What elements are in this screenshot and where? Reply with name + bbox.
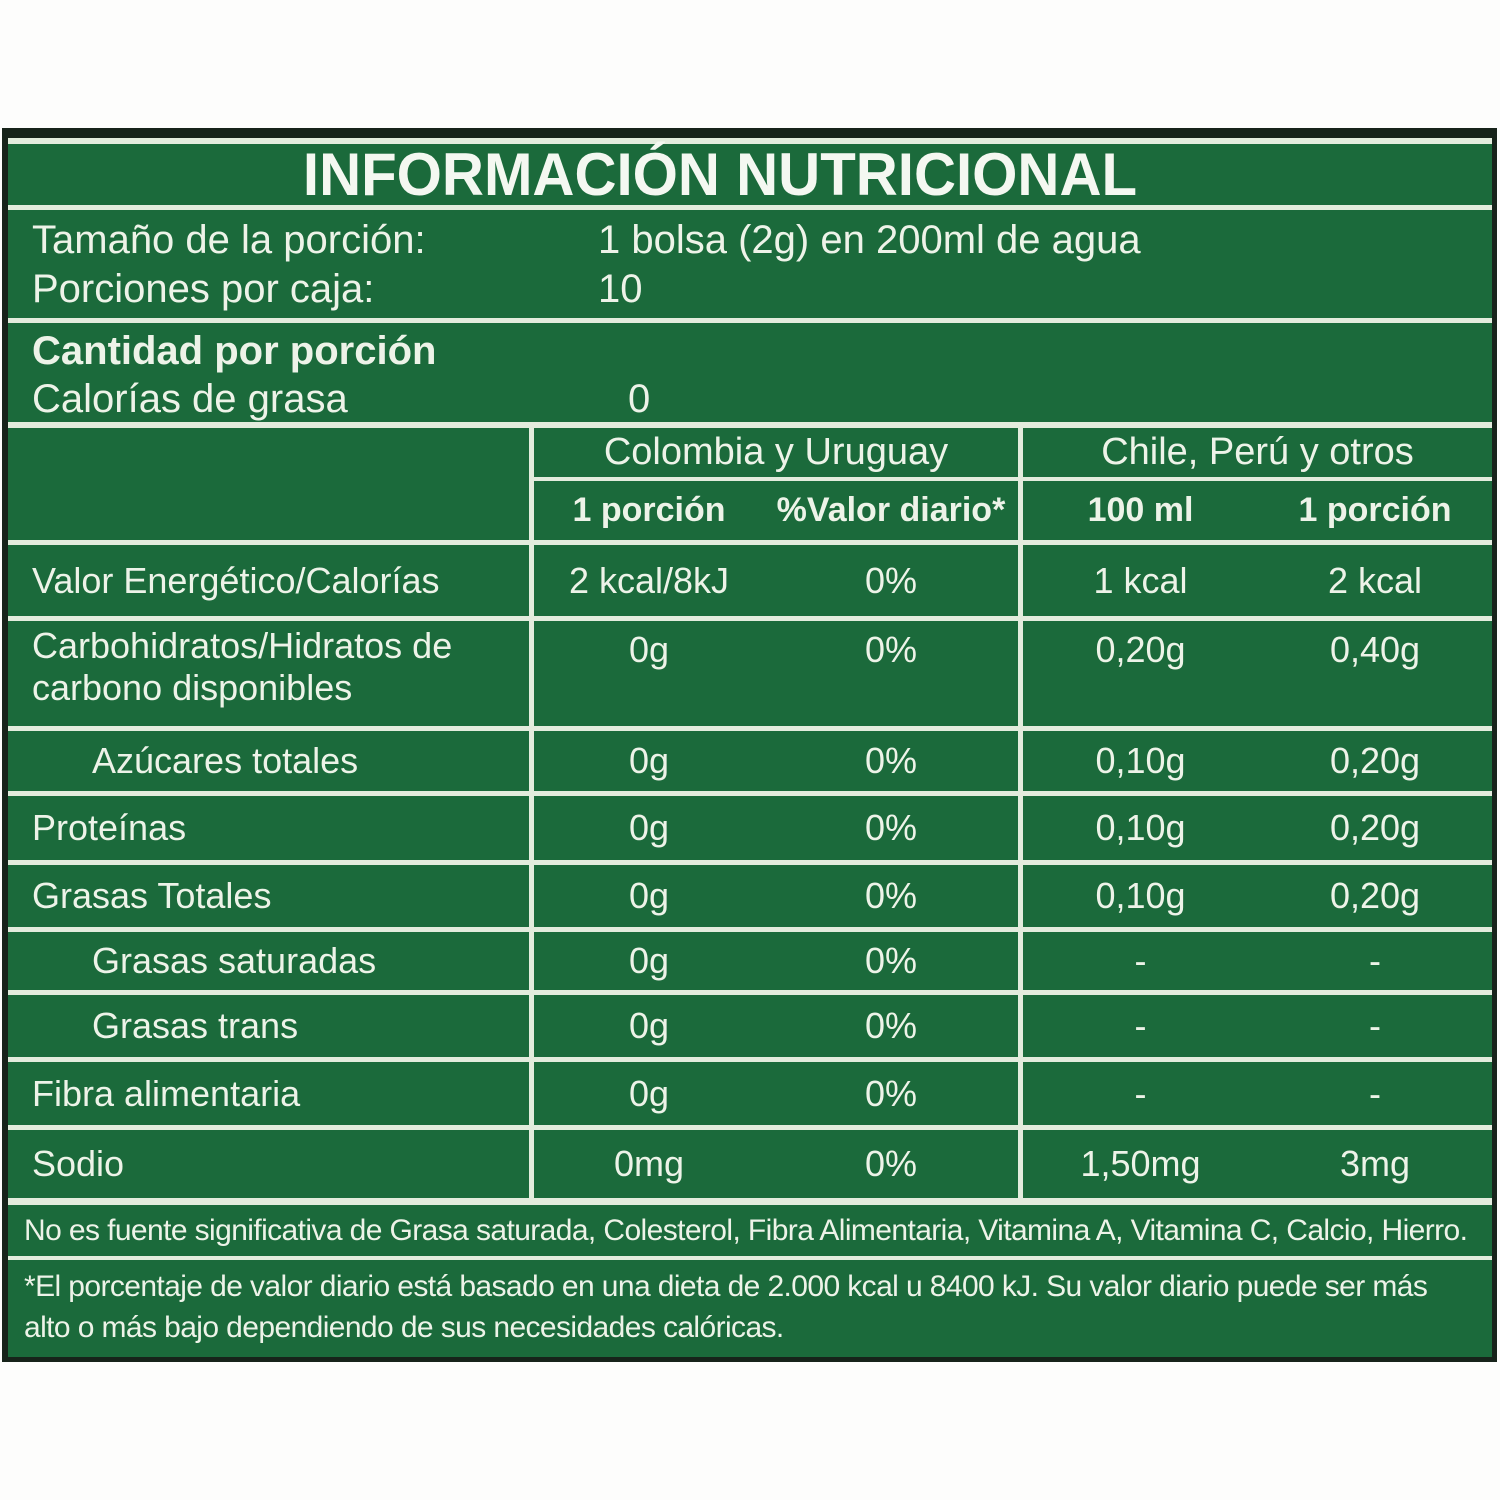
top-inner-rule	[8, 138, 1492, 144]
divider	[8, 318, 1492, 323]
divider	[8, 1125, 1492, 1130]
value-cell: 0g	[529, 621, 764, 726]
value-cell: -	[1369, 1005, 1381, 1046]
row-label: Azúcares totales	[92, 740, 359, 781]
divider	[8, 540, 1492, 545]
value-cell: 0g	[529, 995, 764, 1057]
value-cell: 2 kcal	[1327, 559, 1423, 601]
column-header-valor-diario: %Valor diario*	[776, 491, 1006, 529]
amount-per-serving-section: Cantidad por porción Calorías de grasa 0	[8, 323, 1492, 422]
row-label: Grasas saturadas	[92, 940, 377, 981]
divider	[8, 990, 1492, 995]
value-cell: -	[1369, 1072, 1381, 1114]
value-cell: 0%	[864, 629, 918, 670]
divider	[8, 1057, 1492, 1062]
value-cell: -	[1018, 1062, 1258, 1125]
amount-per-serving-heading: Cantidad por porción	[32, 328, 437, 373]
value-cell: 0%	[864, 1143, 918, 1184]
servings-per-box-value: 10	[598, 267, 643, 311]
region-header-row: Colombia y Uruguay Chile, Perú y otros	[8, 428, 1492, 481]
label-title: INFORMACIÓN NUTRICIONAL	[302, 141, 1138, 208]
value-cell: 0g	[529, 796, 764, 860]
table-row-total-sugars: Azúcares totales 0g 0% 0,10g 0,20g	[8, 731, 1492, 791]
divider	[8, 860, 1492, 865]
divider	[8, 422, 1492, 428]
value-cell: 1 kcal	[1018, 545, 1258, 616]
value-cell: 0%	[864, 940, 918, 981]
serving-size-label: Tamaño de la porción:	[32, 218, 426, 262]
table-row-saturated-fat: Grasas saturadas 0g 0% - -	[8, 932, 1492, 990]
region-header-spacer	[8, 428, 529, 481]
table-row-dietary-fiber: Fibra alimentaria 0g 0% - -	[8, 1062, 1492, 1125]
divider	[8, 927, 1492, 932]
column-header-100ml: 100 ml	[1018, 481, 1258, 540]
value-cell: 0,20g	[1329, 740, 1421, 781]
column-header-1-porcion-co: 1 porción	[529, 481, 764, 540]
divider	[8, 1256, 1492, 1260]
value-cell: 0%	[864, 1005, 918, 1046]
value-cell: 0%	[864, 1072, 918, 1114]
servings-per-box-row: Porciones por caja: 10	[32, 267, 1492, 316]
region-group-chile-peru: Chile, Perú y otros	[1018, 428, 1492, 481]
serving-size-value: 1 bolsa (2g) en 200ml de agua	[598, 218, 1141, 262]
servings-per-box-label: Porciones por caja:	[32, 267, 375, 311]
divider	[8, 616, 1492, 621]
divider	[8, 726, 1492, 731]
footnote-daily-value-basis: *El porcentaje de valor diario está basa…	[24, 1270, 1428, 1345]
column-header-row: 1 porción %Valor diario* 100 ml 1 porció…	[8, 481, 1492, 540]
value-cell: 0,10g	[1018, 865, 1258, 927]
value-cell: 0%	[864, 559, 918, 601]
table-row-energy: Valor Energético/Calorías 2 kcal/8kJ 0% …	[8, 545, 1492, 616]
value-cell: 2 kcal/8kJ	[529, 545, 764, 616]
row-label: Grasas trans	[92, 1005, 299, 1046]
value-cell: 0g	[529, 932, 764, 990]
value-cell: -	[1018, 932, 1258, 990]
column-header-1-porcion-ch: 1 porción	[1298, 491, 1452, 529]
value-cell: 0,20g	[1329, 807, 1421, 848]
table-row-carbohydrates: Carbohidratos/Hidratos de carbono dispon…	[8, 621, 1492, 726]
table-row-total-fat: Grasas Totales 0g 0% 0,10g 0,20g	[8, 865, 1492, 927]
value-cell: 0,10g	[1018, 731, 1258, 791]
column-header-spacer	[8, 481, 529, 540]
value-cell: -	[1369, 940, 1381, 981]
calories-from-fat-label: Calorías de grasa	[32, 376, 348, 421]
serving-size-row: Tamaño de la porción: 1 bolsa (2g) en 20…	[32, 218, 1492, 267]
table-row-trans-fat: Grasas trans 0g 0% - -	[8, 995, 1492, 1057]
value-cell: 0,40g	[1329, 629, 1421, 670]
value-cell: 0,20g	[1018, 621, 1258, 726]
row-label: Valor Energético/Calorías	[32, 559, 440, 601]
value-cell: 0g	[529, 865, 764, 927]
row-label: Proteínas	[32, 807, 187, 848]
row-label: Sodio	[32, 1143, 125, 1184]
row-label: Grasas Totales	[32, 875, 272, 916]
row-label: Carbohidratos/Hidratos de carbono dispon…	[32, 625, 453, 709]
calories-from-fat-value: 0	[628, 376, 651, 421]
value-cell: -	[1018, 995, 1258, 1057]
value-cell: 0g	[529, 731, 764, 791]
nutrition-facts-label: INFORMACIÓN NUTRICIONAL Tamaño de la por…	[2, 128, 1497, 1362]
calories-from-fat-row: Calorías de grasa 0	[32, 375, 1492, 423]
value-cell: 0%	[864, 875, 918, 916]
value-cell: 3mg	[1339, 1143, 1411, 1184]
value-cell: 0,20g	[1329, 875, 1421, 916]
footnote-not-significant-source: No es fuente significativa de Grasa satu…	[24, 1213, 1468, 1247]
serving-info-section: Tamaño de la porción: 1 bolsa (2g) en 20…	[8, 210, 1492, 318]
divider	[8, 791, 1492, 796]
value-cell: 0%	[864, 740, 918, 781]
value-cell: 1,50mg	[1018, 1130, 1258, 1198]
divider	[8, 205, 1492, 210]
row-label: Fibra alimentaria	[32, 1072, 301, 1114]
value-cell: 0%	[864, 807, 918, 848]
value-cell: 0g	[529, 1062, 764, 1125]
divider	[8, 1198, 1492, 1205]
region-group-colombia-uruguay: Colombia y Uruguay	[529, 428, 1018, 481]
value-cell: 0,10g	[1018, 796, 1258, 860]
value-cell: 0mg	[529, 1130, 764, 1198]
table-row-protein: Proteínas 0g 0% 0,10g 0,20g	[8, 796, 1492, 860]
table-row-sodium: Sodio 0mg 0% 1,50mg 3mg	[8, 1130, 1492, 1198]
label-header: INFORMACIÓN NUTRICIONAL	[8, 141, 1492, 208]
